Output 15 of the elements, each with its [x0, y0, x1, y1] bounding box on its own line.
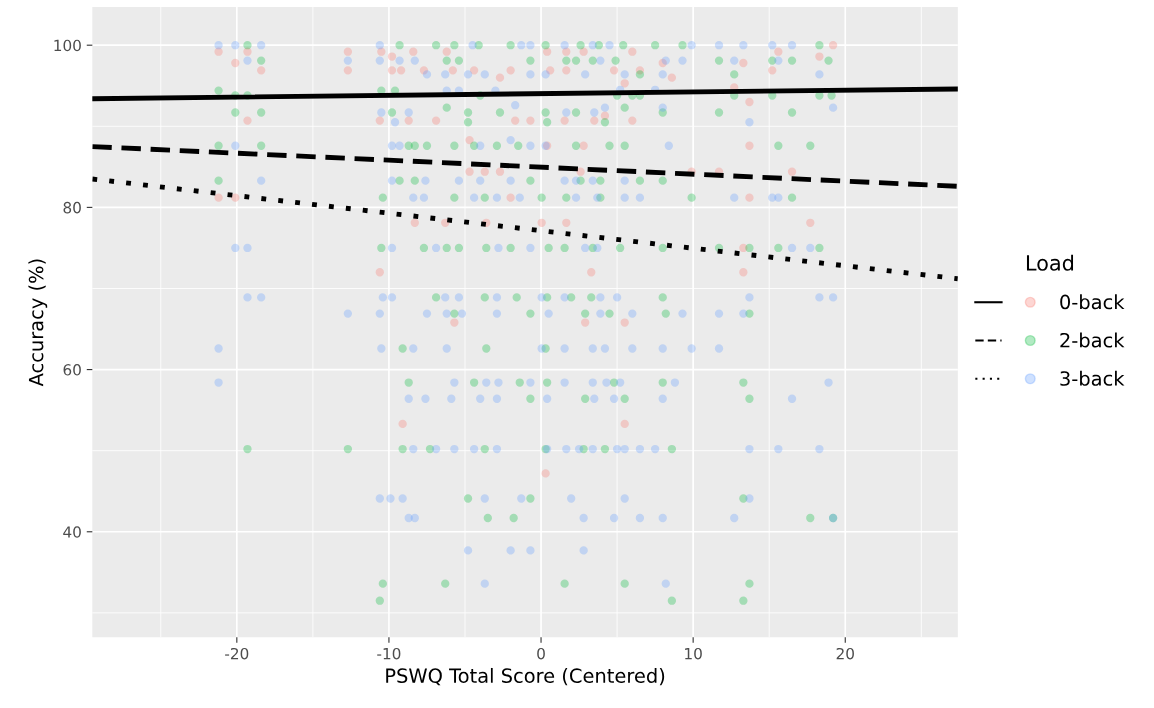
x-tick-label: 10	[685, 647, 702, 660]
y-axis-title: Accuracy (%)	[28, 259, 48, 387]
legend-label: 3-back	[1060, 370, 1125, 386]
y-tick-label: 80	[63, 201, 81, 214]
x-tick-label: -10	[377, 647, 401, 660]
x-tick-label: 20	[836, 647, 854, 660]
y-tick-label: 40	[63, 526, 81, 538]
x-axis-title: PSWQ Total Score (Centered)	[386, 667, 665, 686]
y-tick-label: 100	[54, 39, 81, 52]
legend-title: Load	[1026, 254, 1074, 271]
legend-label: 2-back	[1060, 332, 1125, 348]
x-tick-label: -20	[225, 647, 249, 660]
legend-label: 0-back	[1060, 294, 1125, 310]
x-tick-label: 0	[537, 647, 545, 660]
y-tick-label: 60	[63, 364, 81, 376]
